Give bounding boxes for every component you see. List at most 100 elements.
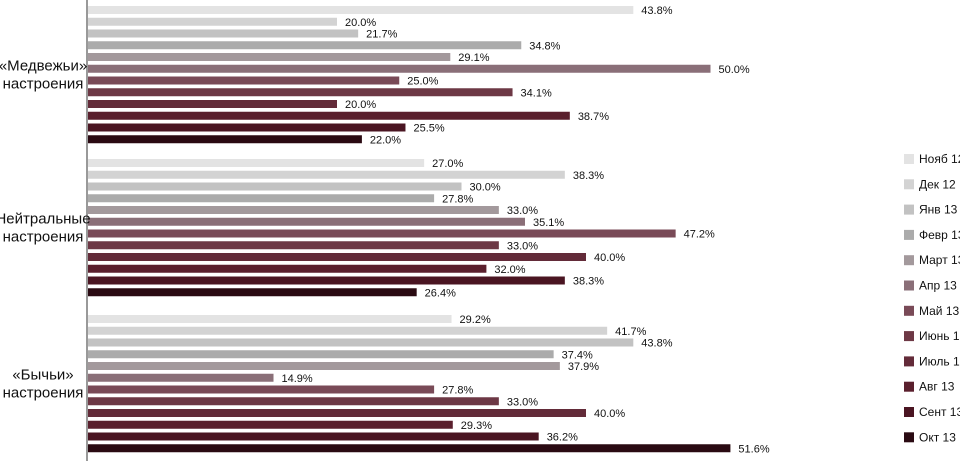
data-label: 25.5% [413,123,444,135]
data-label: 35.1% [533,217,564,229]
bar [88,29,359,38]
bar [88,385,435,394]
data-label: 20.0% [345,17,376,29]
bar [88,288,417,297]
data-label: 21.7% [366,29,397,41]
bar [88,6,634,14]
data-label: 37.4% [562,349,593,361]
data-label: 40.0% [594,252,625,264]
data-label: 33.0% [507,396,538,408]
data-label: 33.0% [507,205,538,217]
data-label: 47.2% [684,229,715,241]
bar [88,17,337,26]
legend-label: Июнь 13 [919,329,960,343]
category-labels-layer: «Медвежьи» настроения Нейтральные настроени… [0,58,91,402]
legend-swatch [904,280,914,291]
bar [88,88,513,97]
legend-label: Сент 13 [919,405,960,419]
data-label: 51.6% [738,443,769,455]
data-label: 37.9% [568,361,599,373]
bar [88,241,499,250]
data-label: 33.0% [507,240,538,252]
legend-label: Май 13 [919,304,960,318]
data-label: 26.4% [425,287,456,299]
data-label: 29.2% [460,314,491,326]
bar [88,76,400,85]
legend-label: Дек 12 [919,177,956,191]
data-label: 50.0% [719,64,750,76]
legend-swatch [904,179,914,190]
category-label: Нейтральные настроения [0,211,91,246]
bars-layer [88,6,731,453]
legend-swatch [904,356,914,367]
bar [88,338,634,347]
legend-label: Апр 13 [919,279,957,293]
legend-swatch [904,407,914,417]
bar [88,276,565,285]
legend-swatch [904,255,914,266]
data-label: 25.0% [407,76,438,88]
bar [88,420,453,429]
bar [88,432,539,441]
bar [88,409,586,417]
legend-swatch [904,204,914,215]
data-label: 41.7% [615,326,646,338]
data-label: 34.8% [529,40,560,52]
legend-label: Март 13 [919,253,960,267]
bar [88,217,525,226]
bar [88,135,362,144]
data-label: 27.8% [442,385,473,397]
bar [88,373,274,382]
bar [88,326,608,335]
category-label: «Бычьи» настроения [3,367,84,402]
bar [88,53,451,61]
bar [88,41,522,50]
legend-swatch [904,305,914,316]
bar [88,111,570,120]
bar [88,182,462,191]
data-label: 38.3% [573,170,604,182]
legend-label: Авг 13 [919,380,955,394]
bar [88,159,425,167]
legend-swatch [904,432,914,443]
bar [88,397,499,406]
bar [88,170,565,179]
legend: Нояб 12 Дек 12 Янв 13 Февр 13 Март 13 Апр 13 М… [904,152,960,444]
bar [88,100,337,108]
bar [88,264,487,273]
bar [88,444,731,453]
bar [88,315,452,323]
data-label: 43.8% [641,5,672,17]
bar [88,350,554,359]
data-label: 34.1% [521,87,552,99]
legend-label: Янв 13 [919,203,958,217]
legend-swatch [904,381,914,392]
legend-swatch [904,154,914,164]
data-label: 29.1% [458,52,489,64]
data-label: 14.9% [282,373,313,385]
legend-swatch [904,229,914,240]
legend-label: Февр 13 [919,228,960,242]
data-label: 38.7% [578,111,609,123]
bar [88,123,406,132]
value-labels-layer: 43.8%20.0%21.7%34.8%29.1%50.0%25.0%34.1%… [282,5,770,455]
legend-label: Окт 13 [919,430,956,444]
legend-label: Нояб 12 [919,152,960,166]
data-label: 36.2% [547,432,578,444]
bar [88,194,435,203]
data-label: 29.3% [461,420,492,432]
data-label: 38.3% [573,276,604,288]
legend-swatch [904,331,914,342]
bar [88,229,676,238]
data-label: 27.8% [442,193,473,205]
bar [88,64,711,73]
data-label: 43.8% [641,338,672,350]
category-label: «Медвежьи» настроения [0,58,87,93]
data-label: 20.0% [345,99,376,111]
data-label: 32.0% [494,264,525,276]
data-label: 22.0% [370,134,401,146]
bar [88,206,499,214]
data-label: 30.0% [470,182,501,194]
bar [88,253,586,261]
